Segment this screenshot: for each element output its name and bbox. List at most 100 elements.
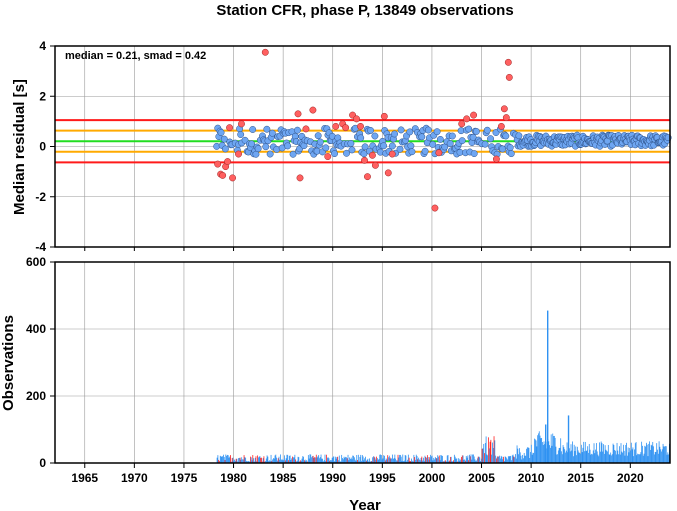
observation-bar (613, 444, 615, 463)
observation-bar (380, 455, 382, 463)
observation-bar (250, 456, 251, 463)
year-tick-label: 2000 (419, 471, 446, 485)
observation-bar (648, 443, 650, 463)
observation-bar (443, 461, 445, 463)
residual-point (371, 132, 379, 140)
observation-bar (429, 457, 431, 463)
observation-bar (528, 447, 530, 463)
observation-bar (410, 461, 412, 463)
observation-bar (344, 457, 346, 463)
observation-bar (570, 444, 572, 463)
observations-ytick-label: 200 (26, 389, 46, 403)
observation-bar (260, 457, 262, 463)
outlier-point (332, 122, 340, 130)
observation-bar (469, 456, 471, 463)
observation-bar (426, 457, 427, 463)
observation-bar (549, 445, 550, 463)
observation-bar (607, 451, 608, 463)
observation-bar (227, 454, 228, 463)
observation-bar (228, 457, 230, 463)
observation-bar (290, 459, 292, 463)
residual-point (361, 143, 369, 151)
observation-bar (334, 456, 336, 463)
observation-bar (557, 450, 559, 463)
observation-bar (447, 455, 449, 463)
observation-bar (501, 456, 503, 463)
observation-bar (406, 461, 408, 463)
observation-bar (235, 458, 237, 463)
observation-bar (515, 454, 516, 463)
observation-bar (548, 441, 550, 463)
observation-bar (415, 459, 416, 463)
residual-point (348, 146, 356, 154)
observation-bar (326, 454, 327, 463)
observation-bar (319, 457, 321, 463)
observation-bar (585, 451, 587, 463)
observation-bar (633, 456, 635, 463)
observation-bar (561, 451, 562, 463)
observation-bar (442, 461, 444, 463)
observation-bar (578, 452, 580, 463)
observation-bar (485, 436, 487, 463)
observation-bar (462, 455, 464, 463)
observation-bar (376, 458, 378, 463)
observation-bar (278, 456, 280, 463)
observation-bar (265, 461, 266, 463)
outlier-point (500, 105, 508, 113)
observation-bar (593, 443, 595, 463)
observation-bar (592, 454, 593, 463)
observation-bar (229, 456, 231, 463)
observation-bar (493, 436, 495, 463)
residual-point (316, 138, 324, 146)
observation-bar (630, 450, 631, 463)
observation-bar (612, 443, 614, 463)
observation-bar (319, 458, 320, 463)
residual-point (446, 140, 454, 148)
observation-bar (625, 445, 627, 463)
residual-y-axis-label: Median residual [s] (11, 79, 28, 215)
observation-bar (403, 460, 405, 463)
observation-bar (554, 437, 556, 463)
observation-bar (460, 460, 462, 463)
observation-bar (458, 460, 460, 463)
observation-bar (618, 454, 620, 463)
observation-bar (302, 456, 304, 463)
residual-point (322, 144, 330, 152)
observation-bar (247, 461, 249, 463)
observation-bar (345, 456, 347, 463)
residual-point (254, 145, 262, 153)
observation-bar (598, 456, 600, 463)
observation-bar (293, 457, 295, 463)
observation-bar (480, 458, 482, 463)
observation-bar (245, 457, 247, 463)
observation-bar (341, 454, 343, 463)
residual-point (367, 126, 374, 134)
residual-point (331, 150, 338, 158)
observation-bar (253, 458, 254, 463)
observation-bar (553, 435, 555, 463)
observation-bar (359, 456, 361, 463)
residual-point (284, 142, 292, 150)
observation-bar (419, 459, 420, 463)
observation-bar (474, 459, 476, 463)
residual-point (388, 142, 396, 150)
observation-bar (352, 455, 354, 463)
observation-bar (386, 459, 388, 463)
residual-point (502, 132, 510, 140)
observation-bar (492, 442, 493, 463)
observation-bar (222, 456, 224, 463)
observation-bar (388, 455, 390, 463)
observation-bar (405, 455, 407, 463)
observation-bar (649, 449, 651, 463)
observation-bar (452, 461, 454, 463)
outlier-point (368, 151, 376, 159)
observation-bar (416, 456, 418, 463)
observation-bar (295, 459, 297, 463)
residual-point (262, 143, 270, 151)
observation-bar (237, 461, 239, 463)
observation-bar (523, 452, 525, 463)
observation-bar (415, 454, 417, 463)
observation-bar (472, 454, 474, 463)
observation-bar (311, 456, 313, 463)
observation-bar (614, 449, 616, 463)
